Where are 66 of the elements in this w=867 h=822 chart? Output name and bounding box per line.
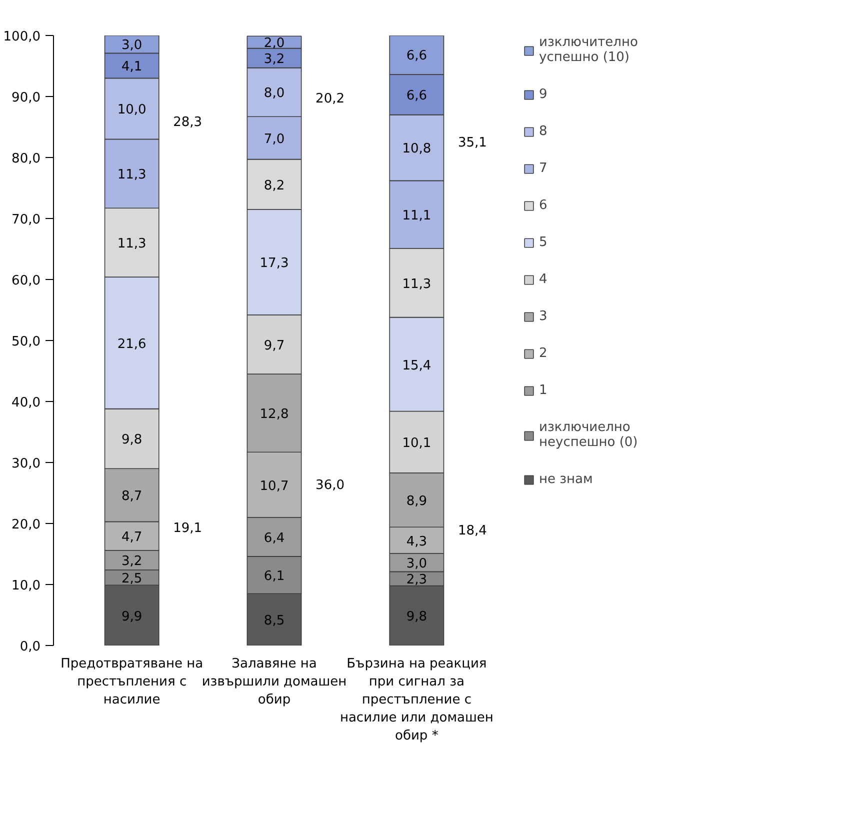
annotation: 20,2 — [316, 92, 345, 107]
y-tick-label: 90,0 — [12, 90, 41, 106]
data-label: 21,6 — [117, 336, 146, 352]
legend-label: 8 — [539, 124, 548, 139]
legend-label: 9 — [539, 87, 548, 102]
legend-label: 6 — [539, 198, 548, 213]
data-label: 3,2 — [121, 554, 142, 570]
data-label: 11,1 — [402, 208, 432, 224]
legend-label: 2 — [539, 346, 548, 361]
data-label: 8,9 — [406, 494, 428, 510]
annotation: 19,1 — [173, 520, 202, 536]
data-label: 3,2 — [264, 52, 285, 68]
x-tick-label: Предотвратяване на престъпления с насилие — [60, 656, 204, 708]
data-label: 8,5 — [264, 614, 285, 629]
data-label: 10,7 — [260, 478, 289, 494]
legend-label: 5 — [539, 235, 548, 250]
data-label: 3,0 — [121, 38, 142, 54]
data-label: 2,3 — [406, 572, 428, 588]
data-label: 11,3 — [117, 236, 146, 252]
y-tick-label: 100,0 — [3, 30, 40, 44]
data-label: 4,1 — [121, 60, 142, 75]
data-label: 4,3 — [406, 534, 428, 550]
y-tick-label: 70,0 — [12, 212, 41, 228]
data-label: 2,0 — [264, 36, 285, 52]
data-label: 9,8 — [121, 432, 142, 448]
data-label: 6,6 — [406, 88, 428, 104]
data-label: 6,1 — [264, 569, 285, 584]
data-label: 10,0 — [117, 102, 146, 118]
y-tick-label: 40,0 — [12, 396, 41, 410]
data-label: 7,0 — [264, 132, 285, 147]
y-tick-label: 0,0 — [20, 640, 41, 654]
legend-label: 7 — [539, 161, 548, 176]
data-label: 3,0 — [406, 556, 428, 572]
data-label: 15,4 — [402, 358, 432, 374]
data-label: 6,6 — [406, 48, 428, 64]
data-label: 10,1 — [402, 436, 432, 452]
y-tick-label: 50,0 — [12, 334, 41, 350]
data-label: 6,4 — [264, 530, 285, 546]
annotation: 35,1 — [458, 135, 487, 150]
y-tick-label: 60,0 — [12, 274, 41, 288]
y-tick-label: 30,0 — [12, 456, 41, 472]
data-label: 10,8 — [402, 142, 432, 157]
legend-label: изключително успешно (10) — [539, 35, 638, 65]
annotation: 28,3 — [173, 115, 202, 130]
legend-label: изключиелно неуспешно (0) — [539, 420, 638, 450]
data-label: 8,7 — [121, 489, 142, 504]
data-label: 11,3 — [117, 168, 146, 183]
legend-label: не знам — [539, 472, 593, 487]
data-label: 9,9 — [121, 609, 142, 624]
data-label: 8,0 — [264, 86, 285, 102]
y-tick-label: 20,0 — [12, 518, 41, 532]
data-label: 8,2 — [264, 178, 285, 194]
data-label: 17,3 — [260, 256, 289, 272]
data-label: 9,7 — [264, 338, 285, 354]
y-tick-label: 10,0 — [12, 578, 41, 594]
y-tick-label: 80,0 — [12, 152, 41, 166]
data-label: 11,3 — [402, 276, 432, 292]
data-label: 9,8 — [406, 610, 428, 625]
data-label: 12,8 — [260, 407, 289, 422]
legend-label: 4 — [539, 272, 548, 287]
annotation: 18,4 — [458, 524, 487, 539]
legend-label: 3 — [539, 309, 548, 324]
data-label: 4,7 — [121, 530, 142, 546]
annotation: 36,0 — [316, 478, 345, 493]
legend-label: 1 — [539, 383, 548, 398]
data-label: 2,5 — [121, 571, 142, 586]
